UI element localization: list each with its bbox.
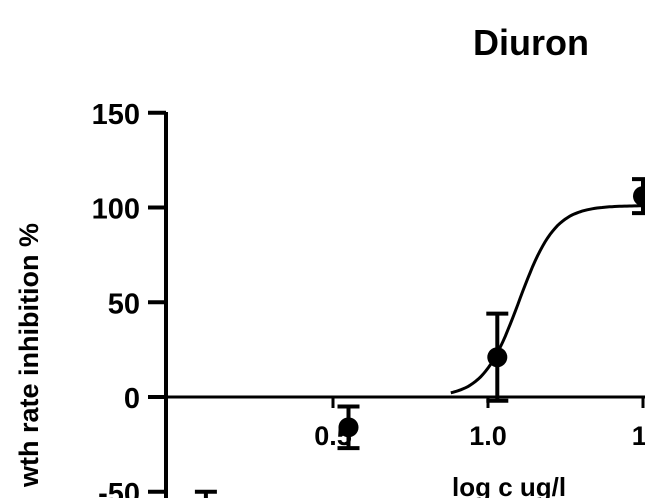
y-tick-label: 100 [92,194,140,226]
y-tick-label: 0 [124,383,140,415]
y-axis-ticks: 150 100 50 0 -50 [92,99,166,498]
x-tick-label: 1.0 [469,421,507,451]
chart-title: Diuron [473,22,589,63]
data-point-marker [487,347,508,368]
data-point-marker [338,417,359,438]
x-tick-label: 1. [632,421,645,451]
data-point [632,177,645,216]
y-tick-label: 150 [92,99,140,131]
fit-curve [450,204,645,395]
x-axis-label: log c ug/l [452,472,566,498]
data-point [194,489,217,498]
data-point [337,404,360,451]
y-tick-label: 50 [108,288,140,320]
y-tick-label: -50 [98,478,140,498]
data-point [486,311,509,403]
x-axis-ticks: 0.51.01. [314,397,645,451]
y-axis-label: wth rate inhibition % [14,223,44,488]
data-points [194,177,645,498]
data-point-marker [633,186,645,207]
